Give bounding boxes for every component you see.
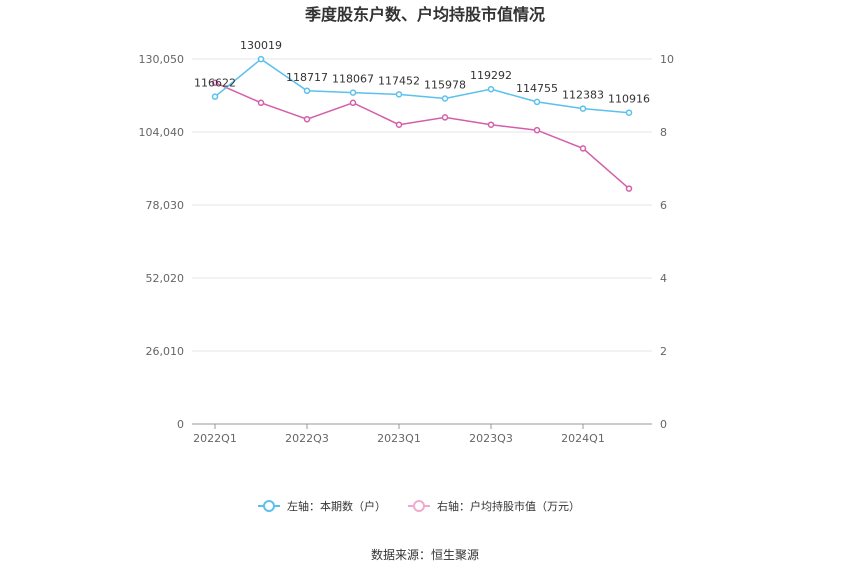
data-point-households [533, 98, 541, 106]
right-tick-label: 8 [660, 126, 667, 139]
right-tick-label: 6 [660, 199, 667, 212]
x-tick-label: 2022Q1 [193, 432, 237, 445]
legend-holding-value-label: 右轴：户均持股市值（万元） [437, 499, 580, 513]
data-point-households [579, 105, 587, 112]
data-label-households: 117452 [378, 74, 420, 87]
data-point-holding-value [303, 115, 311, 123]
data-point-households [625, 109, 633, 116]
left-axis: 0 26,010 52,020 78,030 104,040 130,050 [139, 53, 185, 431]
data-label-households: 130019 [240, 39, 282, 52]
data-point-holding-value [257, 99, 265, 107]
series-line-holding-value [214, 82, 630, 190]
data-point-holding-value [579, 145, 587, 152]
right-tick-label: 0 [660, 418, 667, 431]
data-point-households [395, 91, 403, 98]
data-labels: 116622 130019 118717 118067 117452 115978 1192… [194, 39, 650, 106]
chart-title: 季度股东户数、户均持股市值情况 [304, 5, 545, 24]
left-tick-label: 130,050 [139, 53, 185, 66]
legend-item-holding-value[interactable]: 右轴：户均持股市值（万元） [408, 499, 580, 513]
legend: 左轴：本期数（户） 右轴：户均持股市值（万元） [258, 499, 580, 513]
left-tick-label: 52,020 [146, 272, 185, 285]
data-label-households: 116622 [194, 77, 236, 90]
data-label-households: 110916 [608, 93, 650, 106]
data-point-holding-value [625, 185, 633, 192]
right-tick-label: 2 [660, 345, 667, 358]
legend-holding-value-marker [413, 500, 425, 512]
x-tick-label: 2023Q3 [469, 432, 513, 445]
data-point-holding-value [487, 121, 495, 128]
data-label-households: 119292 [470, 69, 512, 82]
x-tick-label: 2022Q3 [285, 432, 329, 445]
series-layer [211, 55, 633, 192]
data-point-households [349, 89, 357, 96]
right-axis: 0 2 4 6 8 10 [660, 53, 674, 431]
data-label-households: 114755 [516, 82, 558, 95]
grid-lines [192, 58, 652, 352]
source-note: 数据来源：恒生聚源 [371, 547, 479, 562]
x-tick-label: 2024Q1 [561, 432, 605, 445]
data-point-households [441, 95, 449, 102]
right-tick-label: 10 [660, 53, 674, 66]
data-label-households: 118717 [286, 71, 328, 84]
right-tick-label: 4 [660, 272, 667, 285]
legend-households-marker [263, 500, 275, 512]
x-tick-label: 2023Q1 [377, 432, 421, 445]
left-tick-label: 0 [177, 418, 184, 431]
data-point-holding-value [533, 126, 541, 134]
left-tick-label: 26,010 [146, 345, 185, 358]
data-point-households [257, 55, 265, 63]
series-line-households [214, 58, 630, 114]
left-tick-label: 104,040 [139, 126, 185, 139]
data-point-holding-value [349, 99, 357, 107]
legend-item-households[interactable]: 左轴：本期数（户） [258, 499, 386, 513]
data-point-households [303, 87, 311, 95]
data-label-households: 118067 [332, 73, 374, 86]
left-tick-label: 78,030 [146, 199, 185, 212]
data-point-holding-value [211, 79, 219, 86]
legend-households-label: 左轴：本期数（户） [287, 499, 386, 513]
x-axis: 2022Q1 2022Q3 2023Q1 2023Q3 2024Q1 [192, 423, 652, 445]
data-label-households: 112383 [562, 89, 604, 102]
data-point-holding-value [441, 114, 449, 121]
data-point-households [211, 93, 219, 100]
data-point-holding-value [395, 121, 403, 128]
data-point-households [487, 85, 495, 93]
data-label-households: 115978 [424, 78, 466, 91]
